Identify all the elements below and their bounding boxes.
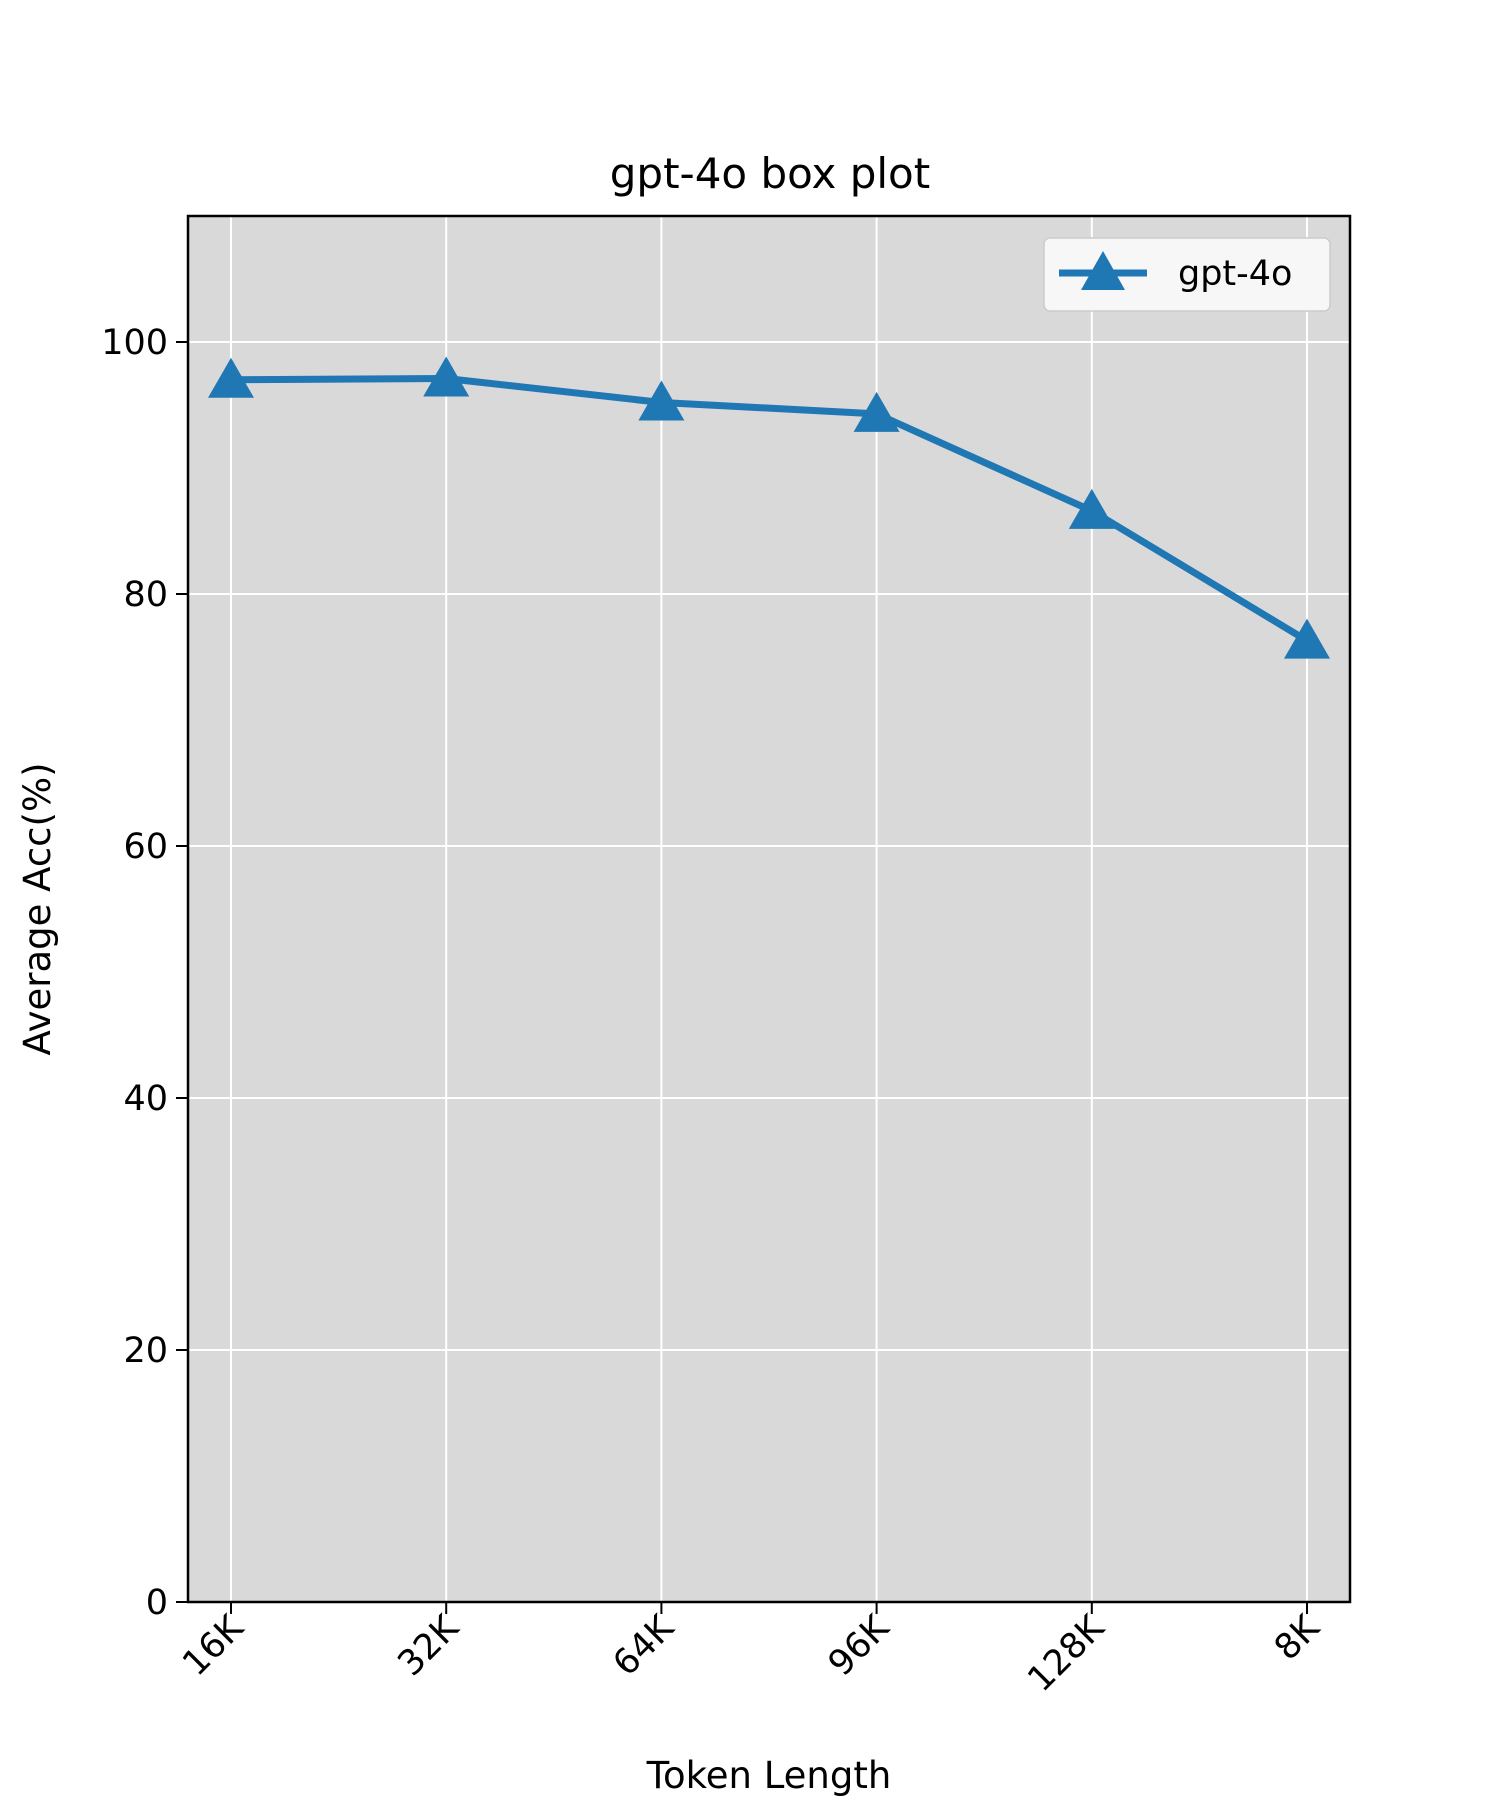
series-layer [208,356,1330,659]
y-axis: 0 20 40 60 80 100 [101,323,188,1623]
x-axis-label: Token Length [646,1754,892,1797]
y-tick-label: 80 [123,575,168,615]
x-tick-label: 64K [606,1607,683,1684]
plot-frame [186,214,1352,1604]
y-tick-label: 100 [101,323,168,363]
series-line [230,375,1309,644]
x-tick-label: 128K [1020,1607,1112,1699]
x-tick-label: 32K [391,1607,468,1684]
y-tick-label: 40 [123,1079,168,1119]
legend: gpt-4o [1043,237,1331,312]
data-point [208,357,254,398]
legend-box [1043,237,1331,312]
data-point [423,356,470,397]
y-tick-label: 60 [123,827,168,867]
y-tick-label: 0 [146,1583,168,1623]
data-point [1284,618,1330,659]
data-point [1068,488,1115,529]
x-tick-label: 16K [175,1607,252,1684]
x-axis: 16K 32K 64K 96K 128K 8K [175,1602,1328,1700]
chart-title: gpt-4o box plot [610,149,930,198]
data-point [638,380,685,421]
grid-lines [188,216,1350,1603]
y-axis-label: Average Acc(%) [16,762,59,1055]
x-tick-label: 96K [821,1607,898,1684]
legend-marker-icon [1081,251,1125,290]
x-tick-label: 8K [1267,1607,1328,1668]
plot-area [188,216,1350,1602]
y-tick-label: 20 [123,1331,168,1371]
data-point [853,391,900,432]
legend-label: gpt-4o [1178,254,1292,294]
